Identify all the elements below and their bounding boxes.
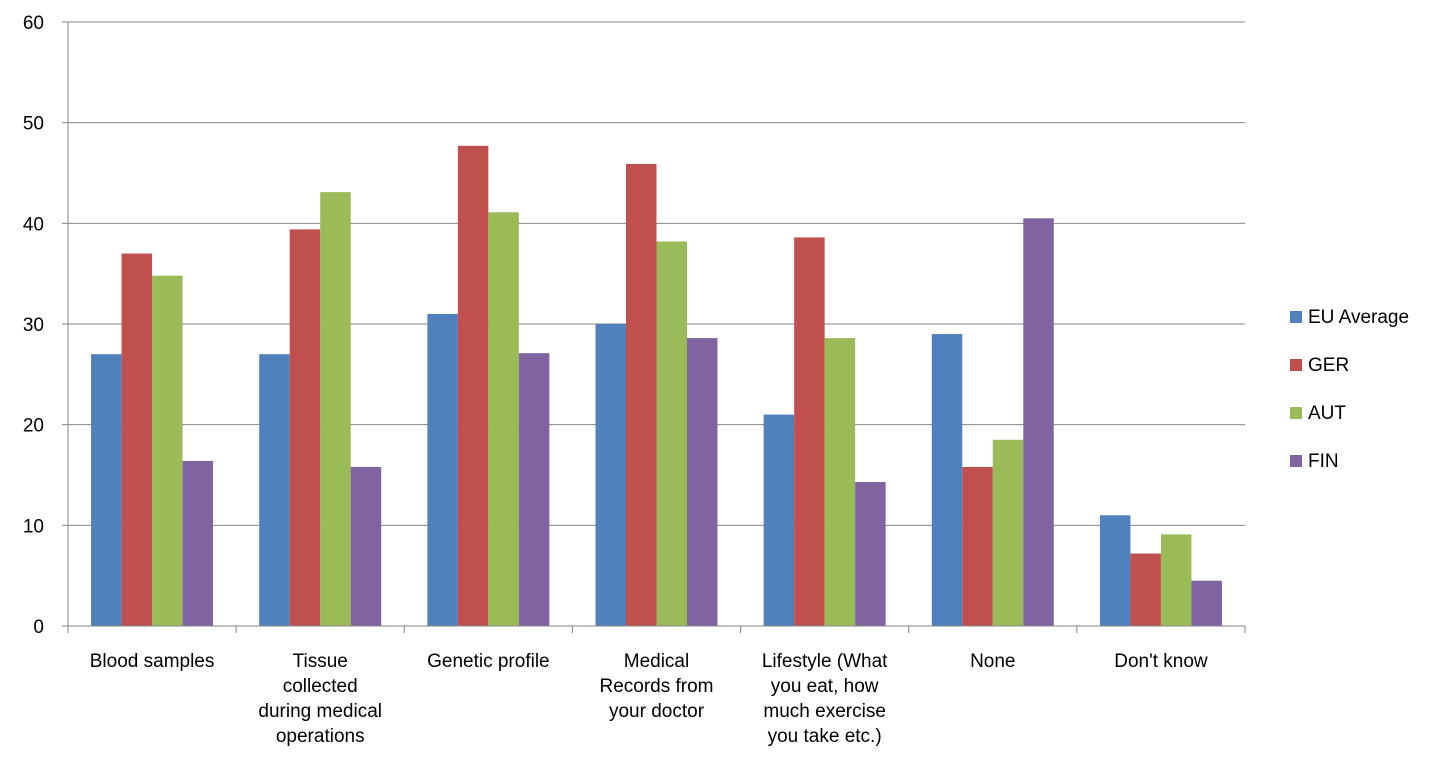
y-tick-label: 30 [23,315,44,336]
bar-ger-6 [1130,553,1161,626]
bar-ger-0 [121,253,153,627]
x-axis: Blood samples Tissue collected during medic… [67,625,1246,747]
y-axis: 0 10 20 30 40 50 60 [23,13,69,638]
legend-label: FIN [1308,451,1339,472]
y-tick-label: 0 [33,617,44,638]
x-tick-label: Blood samples [90,651,215,672]
x-tick-label: Medical Records from your doctor [599,651,713,722]
bar-eu-average-0 [91,354,122,626]
legend-swatch [1290,455,1302,467]
bar-fin-0 [182,460,214,626]
bar-fin-6 [1191,580,1222,626]
x-tick-label-line: Medical [624,651,689,672]
bar-eu-average-2 [427,313,458,626]
bar-fin-2 [518,353,550,626]
legend-swatch [1290,311,1302,323]
bar-eu-average-4 [763,414,795,626]
x-tick-label: None [970,651,1015,672]
bar-eu-average-6 [1099,515,1131,626]
bar-aut-4 [824,338,856,626]
x-tick-label-line: you take etc.) [768,726,882,747]
bar-fin-5 [1023,218,1054,627]
bar-ger-3 [626,163,657,626]
bar-fin-1 [350,466,382,626]
x-tick-label: Lifestyle (What you eat, how much exercise… [762,651,888,747]
legend-swatch [1290,359,1302,371]
bar-fin-3 [687,338,718,626]
y-tick-label: 50 [23,114,44,135]
x-tick-label-line: Blood samples [90,651,215,672]
x-tick-label: Genetic profile [427,651,550,672]
y-tick-label: 10 [23,516,44,537]
bar-eu-average-3 [595,324,626,626]
bar-ger-1 [289,229,321,626]
bar-aut-3 [656,241,687,626]
x-tick-label-line: much exercise [763,701,886,722]
x-tick-label-line: operations [276,726,365,747]
bar-ger-5 [962,466,993,626]
x-tick-label-line: Records from [599,676,713,697]
x-tick-label-line: you eat, how [771,676,879,697]
y-tick-label: 60 [23,13,44,34]
x-tick-label: Don't know [1114,651,1208,672]
y-tick-label: 40 [23,214,44,235]
x-tick-label-line: Genetic profile [427,651,550,672]
bar-aut-6 [1160,534,1192,626]
x-tick-label-line: Lifestyle (What [762,651,888,672]
bar-aut-0 [152,275,183,626]
x-tick-label-line: Tissue [293,651,348,672]
legend: EU Average GER AUT FIN [1290,307,1409,472]
bar-aut-5 [992,439,1024,626]
legend-label: EU Average [1308,307,1409,328]
bar-aut-2 [488,212,519,626]
x-tick-label-line: Don't know [1114,651,1208,672]
bar-ger-4 [794,237,825,626]
x-tick-label-line: during medical [258,701,382,722]
bar-eu-average-1 [259,354,290,626]
y-tick-label: 20 [23,416,44,437]
bar-aut-1 [320,192,351,627]
bar-fin-4 [855,482,886,626]
bars [91,145,1222,627]
x-tick-label: Tissue collected during medical operations [258,651,382,747]
bar-eu-average-5 [931,334,963,626]
x-tick-label-line: your doctor [609,701,705,722]
legend-label: AUT [1308,403,1346,424]
x-tick-label-line: collected [283,676,358,697]
bar-ger-2 [457,145,489,626]
legend-label: GER [1308,355,1349,376]
legend-swatch [1290,407,1302,419]
x-tick-label-line: None [970,651,1015,672]
